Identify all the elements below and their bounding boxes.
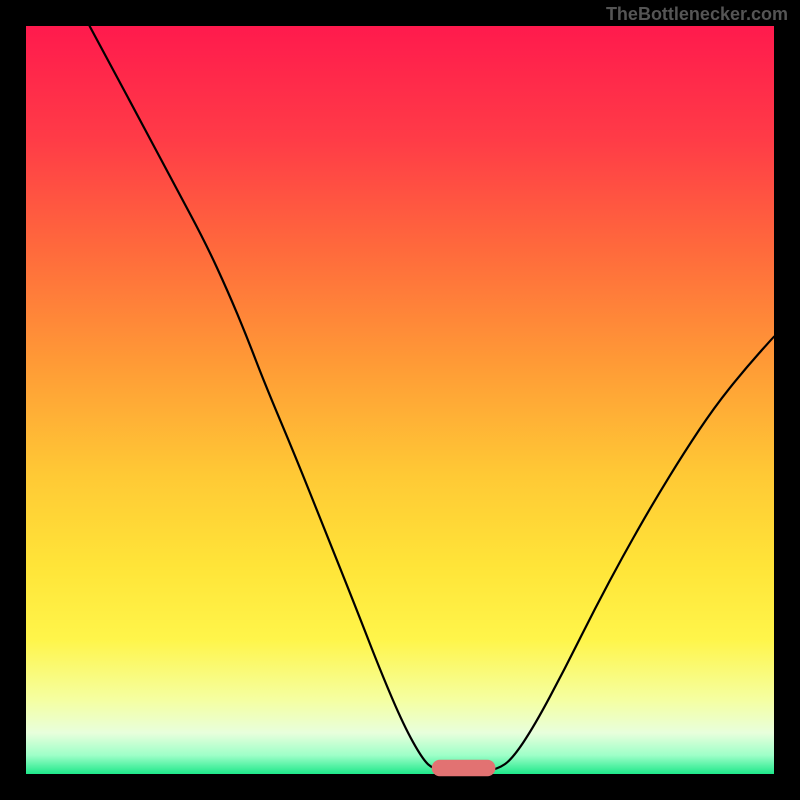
chart-plot-background (26, 26, 774, 774)
bottleneck-chart (0, 0, 800, 800)
chart-container: TheBottlenecker.com (0, 0, 800, 800)
watermark-text: TheBottlenecker.com (606, 4, 788, 25)
optimal-range-marker (432, 760, 496, 776)
